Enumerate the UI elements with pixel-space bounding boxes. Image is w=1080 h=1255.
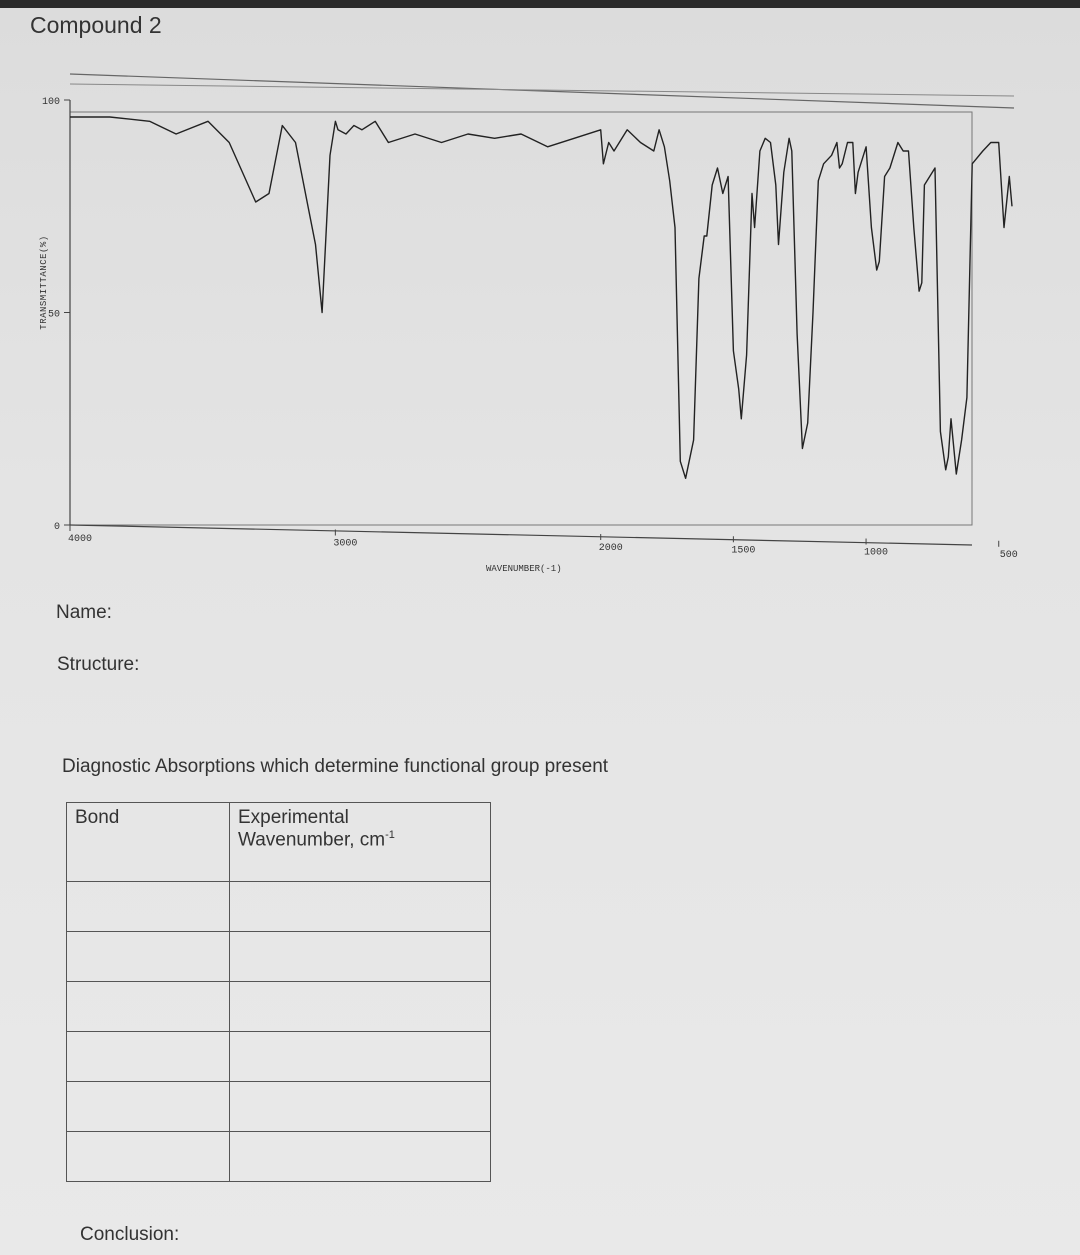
wavenumber-header-line2: Wavenumber, cm bbox=[238, 829, 386, 851]
table-row bbox=[66, 981, 491, 1032]
chart-top-rule bbox=[69, 83, 1015, 97]
chart-frame bbox=[69, 73, 1015, 546]
wavenumber-cell[interactable] bbox=[229, 1081, 491, 1132]
wavenumber-cell[interactable] bbox=[229, 1131, 491, 1182]
bond-cell[interactable] bbox=[66, 1081, 230, 1132]
name-label: Name: bbox=[56, 602, 112, 623]
structure-label: Structure: bbox=[57, 654, 140, 675]
bond-cell[interactable] bbox=[66, 1031, 230, 1082]
x-axis: 4000 3000 2000 1500 1000 500 bbox=[68, 525, 1018, 561]
x-axis-label: WAVENUMBER(-1) bbox=[486, 564, 562, 574]
conclusion-label: Conclusion: bbox=[80, 1224, 180, 1245]
bond-cell[interactable] bbox=[66, 931, 230, 982]
table-row bbox=[66, 931, 491, 982]
x-axis-line bbox=[69, 524, 973, 546]
wavenumber-cell[interactable] bbox=[229, 881, 491, 932]
wavenumber-cell[interactable] bbox=[229, 1031, 491, 1082]
ir-spectrum-chart: 0 50 100 4000 3000 2000 1500 1000 500 TRANSMITT… bbox=[39, 73, 1018, 574]
table-row bbox=[66, 881, 491, 932]
bond-header: Bond bbox=[66, 802, 230, 882]
bond-cell[interactable] bbox=[66, 981, 230, 1032]
bond-cell[interactable] bbox=[66, 881, 230, 932]
bond-cell[interactable] bbox=[66, 1131, 230, 1182]
y-axis-label: TRANSMITTANCE(%) bbox=[39, 235, 49, 329]
wavenumber-cell[interactable] bbox=[229, 931, 491, 982]
y-tick-label: 50 bbox=[48, 310, 60, 321]
wavenumber-cell[interactable] bbox=[229, 981, 491, 1032]
top-edge-bar bbox=[0, 0, 1080, 8]
y-tick-label: 0 bbox=[54, 522, 60, 533]
table-row bbox=[66, 1031, 491, 1082]
table-header-row: Bond Experimental Wavenumber, cm-1 bbox=[66, 802, 491, 882]
chart-top-rule bbox=[69, 73, 1015, 109]
x-tick-label: 500 bbox=[1000, 550, 1018, 561]
table-row bbox=[66, 1131, 491, 1182]
wavenumber-unit-sup: -1 bbox=[385, 829, 395, 841]
diagnostic-heading: Diagnostic Absorptions which determine f… bbox=[62, 756, 609, 777]
x-tick-label: 3000 bbox=[333, 539, 357, 550]
spectrum-line bbox=[70, 116, 1013, 479]
table-row bbox=[66, 1081, 491, 1132]
wavenumber-header: Experimental Wavenumber, cm-1 bbox=[229, 802, 491, 882]
plot-border bbox=[69, 111, 973, 526]
page-title: Compound 2 bbox=[30, 12, 162, 38]
x-tick-label: 1500 bbox=[731, 545, 755, 556]
wavenumber-header-line1: Experimental bbox=[238, 807, 349, 828]
x-tick-label: 2000 bbox=[599, 543, 623, 554]
absorption-table: Bond Experimental Wavenumber, cm-1 bbox=[66, 802, 491, 1182]
x-tick-label: 4000 bbox=[68, 534, 92, 545]
x-tick-label: 1000 bbox=[864, 548, 888, 559]
y-axis: 0 50 100 bbox=[42, 97, 70, 533]
y-tick-label: 100 bbox=[42, 97, 60, 108]
